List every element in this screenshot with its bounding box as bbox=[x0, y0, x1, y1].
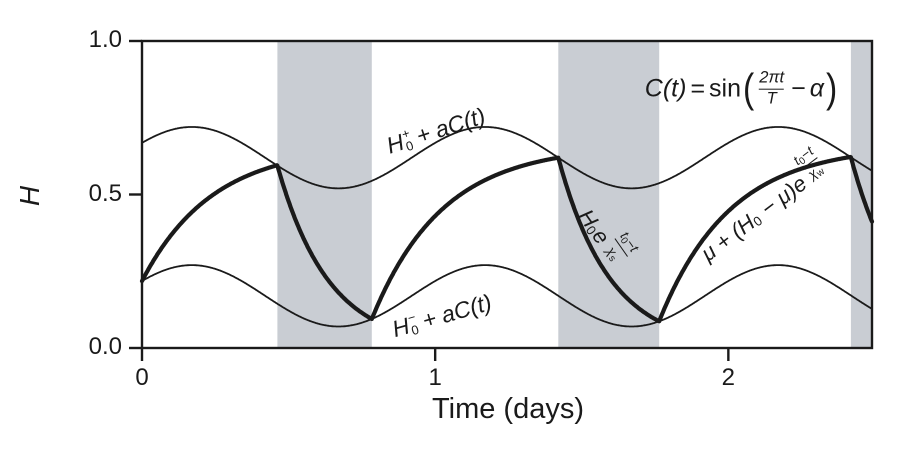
x-tick-label: 2 bbox=[721, 364, 736, 391]
x-axis-title: Time (days) bbox=[432, 393, 584, 425]
x-tick-label: 0 bbox=[135, 364, 149, 391]
y-tick-label: 1.0 bbox=[88, 26, 122, 53]
y-tick-label: 0.5 bbox=[88, 179, 122, 207]
equation-fraction: 2πt T bbox=[759, 68, 785, 108]
x-tick-label: 1 bbox=[428, 364, 442, 391]
y-axis-title: H bbox=[14, 185, 45, 207]
y-tick-label: 0.0 bbox=[88, 333, 122, 360]
left-parenthesis: ( bbox=[743, 65, 755, 112]
forcing-equation: C(t) = sin ( 2πt T − α ) bbox=[644, 65, 838, 112]
right-parenthesis: ) bbox=[825, 65, 838, 112]
